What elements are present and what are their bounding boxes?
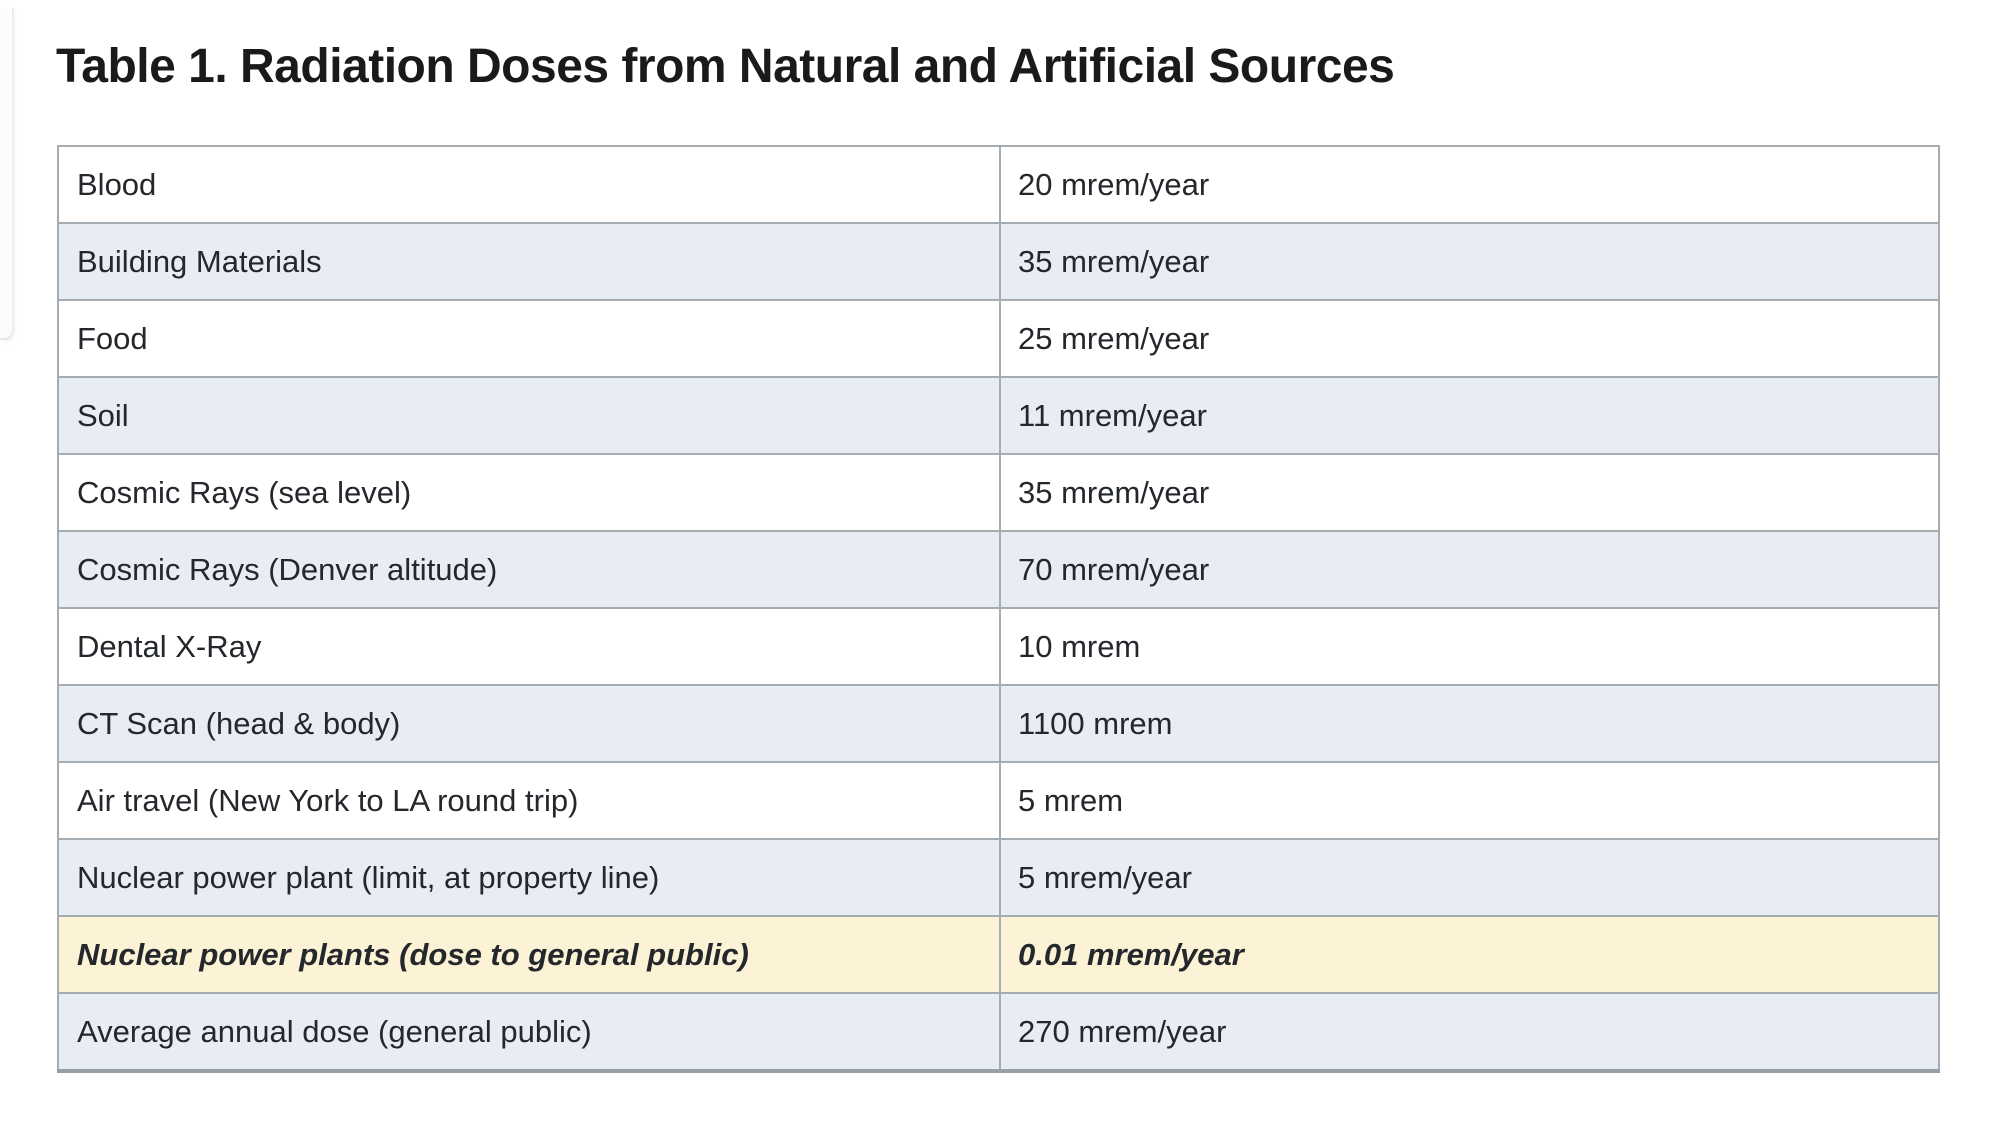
source-cell: Nuclear power plants (dose to general pu… bbox=[57, 915, 1001, 994]
page-edge-artifact bbox=[0, 8, 14, 340]
source-cell: Soil bbox=[57, 376, 1001, 455]
source-cell: CT Scan (head & body) bbox=[57, 684, 1001, 763]
page-title: Table 1. Radiation Doses from Natural an… bbox=[56, 40, 1395, 93]
source-cell: Blood bbox=[57, 145, 1001, 224]
source-cell: Cosmic Rays (sea level) bbox=[57, 453, 1001, 532]
source-cell: Air travel (New York to LA round trip) bbox=[57, 761, 1001, 840]
dose-cell: 270 mrem/year bbox=[999, 992, 1940, 1073]
source-cell: Food bbox=[57, 299, 1001, 378]
dose-cell: 25 mrem/year bbox=[999, 299, 1940, 378]
table-row: Building Materials 35 mrem/year bbox=[57, 222, 1940, 301]
table-row: Dental X-Ray 10 mrem bbox=[57, 607, 1940, 686]
table-row: Nuclear power plant (limit, at property … bbox=[57, 838, 1940, 917]
dose-cell: 35 mrem/year bbox=[999, 222, 1940, 301]
table-row: Nuclear power plants (dose to general pu… bbox=[57, 915, 1940, 994]
source-cell: Nuclear power plant (limit, at property … bbox=[57, 838, 1001, 917]
table-row: Cosmic Rays (Denver altitude) 70 mrem/yea… bbox=[57, 530, 1940, 609]
table-row: Soil 11 mrem/year bbox=[57, 376, 1940, 455]
radiation-doses-table: Blood 20 mrem/year Building Materials 35 mr… bbox=[57, 145, 1940, 1073]
source-cell: Cosmic Rays (Denver altitude) bbox=[57, 530, 1001, 609]
table-row: CT Scan (head & body) 1100 mrem bbox=[57, 684, 1940, 763]
dose-cell: 10 mrem bbox=[999, 607, 1940, 686]
dose-cell: 5 mrem/year bbox=[999, 838, 1940, 917]
source-cell: Dental X-Ray bbox=[57, 607, 1001, 686]
dose-cell: 1100 mrem bbox=[999, 684, 1940, 763]
dose-cell: 70 mrem/year bbox=[999, 530, 1940, 609]
table-row: Food 25 mrem/year bbox=[57, 299, 1940, 378]
source-cell: Average annual dose (general public) bbox=[57, 992, 1001, 1073]
dose-cell: 20 mrem/year bbox=[999, 145, 1940, 224]
dose-cell: 11 mrem/year bbox=[999, 376, 1940, 455]
dose-cell: 35 mrem/year bbox=[999, 453, 1940, 532]
table-row: Air travel (New York to LA round trip) 5 … bbox=[57, 761, 1940, 840]
table-row: Average annual dose (general public) 270 … bbox=[57, 992, 1940, 1073]
table-row: Blood 20 mrem/year bbox=[57, 145, 1940, 224]
source-cell: Building Materials bbox=[57, 222, 1001, 301]
table-row: Cosmic Rays (sea level) 35 mrem/year bbox=[57, 453, 1940, 532]
dose-cell: 0.01 mrem/year bbox=[999, 915, 1940, 994]
dose-cell: 5 mrem bbox=[999, 761, 1940, 840]
radiation-doses-table-body: Blood 20 mrem/year Building Materials 35 mr… bbox=[57, 145, 1940, 1073]
